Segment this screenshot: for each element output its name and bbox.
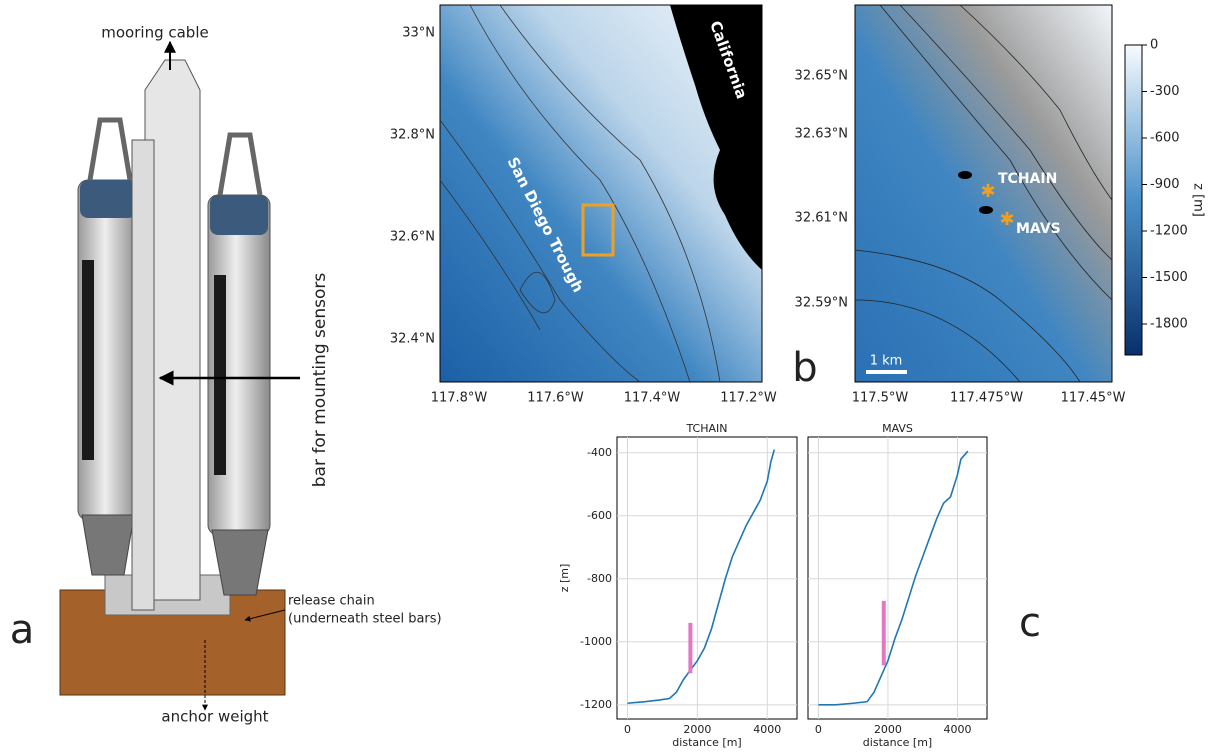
scale-bar-label: 1 km	[870, 354, 903, 369]
svg-text:✱: ✱	[999, 209, 1014, 230]
colorbar-tick-label: -1800	[1150, 317, 1188, 332]
y-tick-label: -1200	[580, 698, 612, 711]
map-x-tick: 117.475°W	[950, 391, 1023, 406]
x-tick-label: 2000	[683, 723, 711, 736]
svg-text:✱: ✱	[980, 181, 995, 202]
colorbar-label: z [m]	[1191, 183, 1206, 217]
label-release-chain: release chain	[288, 594, 375, 609]
x-axis-label: distance [m]	[672, 736, 741, 749]
y-axis-label: z [m]	[558, 564, 571, 593]
mooring-drawing	[59, 40, 300, 711]
y-tick-label: -600	[587, 509, 612, 522]
site-label: TCHAIN	[998, 171, 1057, 187]
panel-label: c	[1019, 600, 1041, 646]
x-axis-label: distance [m]	[863, 736, 932, 749]
map-y-tick: 32.65°N	[795, 69, 848, 84]
map-y-tick: 32.4°N	[390, 332, 435, 347]
map-x-tick: 117.45°W	[1061, 391, 1126, 406]
x-tick-label: 2000	[874, 723, 902, 736]
map-y-tick: 32.63°N	[795, 127, 848, 142]
detail-map: ✱ ✱	[854, 4, 1113, 383]
y-tick-label: -1000	[580, 635, 612, 648]
label-mooring-cable: mooring cable	[101, 24, 208, 42]
overview-map	[439, 4, 763, 383]
data-line	[627, 449, 776, 705]
map-x-tick: 117.4°W	[624, 391, 681, 406]
map-x-tick: 117.6°W	[527, 391, 584, 406]
map-y-tick: 32.6°N	[390, 230, 435, 245]
map-x-tick: 117.2°W	[720, 391, 777, 406]
map-y-tick: 33°N	[402, 26, 435, 41]
colorbar-tick-label: 0	[1150, 38, 1158, 53]
x-tick-label: 4000	[753, 723, 781, 736]
chart-title: MAVS	[882, 422, 913, 435]
panel-label: b	[792, 345, 817, 391]
map-y-tick: 32.61°N	[795, 211, 848, 226]
colorbar	[1124, 44, 1143, 356]
panel-label: a	[10, 607, 35, 653]
x-tick-label: 0	[624, 723, 631, 736]
map-y-tick: 32.8°N	[390, 128, 435, 143]
plot-area	[616, 436, 798, 720]
data-line	[818, 450, 969, 706]
label-release-note: (underneath steel bars)	[288, 612, 442, 627]
y-tick-label: -800	[587, 572, 612, 585]
colorbar-tick-label: -900	[1150, 177, 1180, 192]
colorbar-tick-label: -1500	[1150, 270, 1188, 285]
x-tick-label: 4000	[943, 723, 971, 736]
colorbar-tick-label: -600	[1150, 131, 1180, 146]
label-anchor: anchor weight	[161, 708, 268, 726]
map-x-tick: 117.8°W	[431, 391, 488, 406]
site-label: MAVS	[1016, 221, 1061, 237]
y-tick-label: -400	[587, 446, 612, 459]
colorbar-tick-label: -300	[1150, 84, 1180, 99]
chart-title: TCHAIN	[685, 422, 727, 435]
label-bar: bar for mounting sensors	[310, 273, 330, 488]
x-tick-label: 0	[815, 723, 822, 736]
map-y-tick: 32.59°N	[795, 296, 848, 311]
map-x-tick: 117.5°W	[852, 391, 909, 406]
colorbar-tick-label: -1200	[1150, 224, 1188, 239]
plot-area	[807, 436, 988, 720]
